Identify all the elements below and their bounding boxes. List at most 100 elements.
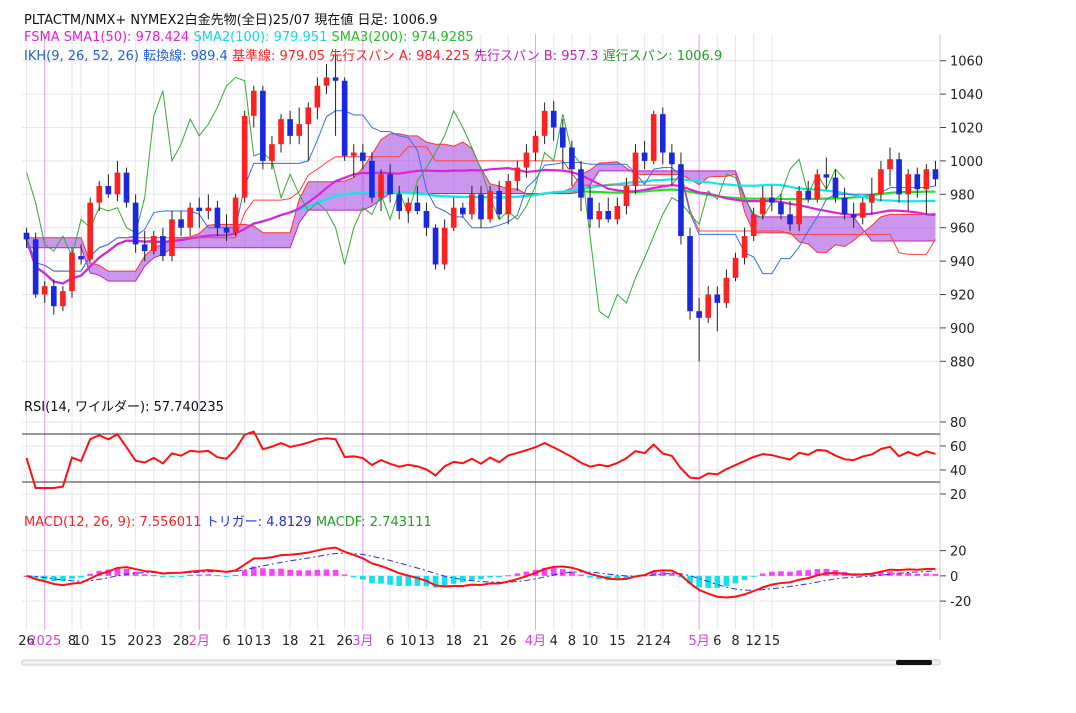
candle-up [796, 190, 802, 225]
macd-histogram-bar [332, 569, 339, 576]
candle-up [741, 236, 748, 258]
price-tick-label: 900 [950, 322, 975, 337]
rsi-tick-label: 20 [950, 488, 967, 503]
macd-histogram-bar [578, 574, 584, 576]
candle-down [141, 244, 148, 252]
candle-down [478, 194, 484, 220]
candle-up [523, 152, 530, 168]
macd-histogram-bar [514, 573, 521, 576]
candle-down [432, 227, 439, 265]
macd-histogram-bar [450, 575, 457, 584]
macd-histogram-bar [523, 571, 530, 576]
macd-histogram-bar [169, 575, 175, 577]
rsi-legend: RSI(14, ワイルダー): 57.740235 [24, 400, 224, 415]
date-tick-label: 10 [400, 634, 417, 649]
macd-histogram-bar [814, 569, 821, 576]
macd-histogram-bar [150, 575, 157, 577]
macd-histogram-bar [260, 568, 266, 576]
macd-histogram-bar [923, 573, 930, 576]
price-tick-label: 1060 [950, 55, 983, 70]
macd-histogram-bar [596, 575, 602, 580]
macd-histogram-bar [60, 575, 66, 581]
grid-layer [22, 34, 941, 640]
candle-down [559, 127, 566, 148]
candle-up [814, 174, 821, 200]
macd-histogram-bar [805, 570, 812, 576]
candle-up [350, 152, 357, 156]
macd-histogram-bar [696, 575, 702, 588]
candle-up [878, 169, 884, 195]
macd-histogram-bar [250, 566, 257, 576]
candle-down [932, 169, 939, 180]
candle-up [541, 110, 548, 136]
macd-histogram-bar [296, 570, 303, 576]
price-tick-label: 960 [950, 222, 975, 237]
cloud-fill [26, 133, 936, 282]
candle-down [223, 227, 230, 233]
sma-legend: FSMA SMA1(50): 978.424 SMA2(100): 979.95… [24, 30, 474, 45]
candle-down [805, 190, 812, 200]
macd-histogram-bar [496, 575, 502, 578]
macd-histogram-bar [559, 569, 566, 576]
candle-down [387, 174, 393, 195]
macd-histogram-bar [50, 575, 57, 582]
candle-down [659, 114, 666, 153]
macd-histogram-bar [441, 575, 448, 587]
candle-down [32, 239, 39, 295]
price-tick-label: 880 [950, 355, 975, 370]
macd-histogram-bar [378, 575, 384, 584]
macd-histogram-bar [387, 575, 393, 585]
date-tick-label: 28 [173, 634, 190, 649]
macd-histogram-bar [878, 572, 884, 576]
macd-histogram-bar [105, 569, 112, 576]
senkou-a-legend: 先行スパン A: 984.225 [329, 49, 470, 64]
date-tick-label: 23 [146, 634, 163, 649]
candle-up [114, 172, 121, 195]
candle-down [714, 294, 721, 303]
date-tick-label: 24 [655, 634, 672, 649]
candle-up [187, 207, 193, 228]
scrollbar-thumb[interactable] [896, 660, 932, 665]
macd-histogram-bar [323, 569, 330, 576]
macd-histogram-bar [396, 575, 403, 587]
date-tick-label: 15 [100, 634, 117, 649]
date-tick-label: 6 [713, 634, 721, 649]
macd-histogram-bar [178, 575, 184, 577]
chart-title: PLTACTM/NMX+ NYMEX2白金先物(全日)25/07 現在値 日足:… [24, 12, 438, 28]
date-tick-label: 10 [73, 634, 90, 649]
candle-down [178, 219, 184, 228]
macd-histogram-bar [650, 572, 657, 576]
date-tick-label: 12 [745, 634, 762, 649]
scrollbar-track[interactable] [21, 659, 941, 666]
senkou-b-legend: 先行スパン B: 957.3 [474, 49, 598, 64]
macd-histogram-bar [478, 575, 484, 580]
macd-histogram-bar [87, 573, 93, 576]
macd-histogram-bar [187, 574, 193, 576]
macd-histogram-bar [369, 575, 375, 583]
candle-down [769, 197, 775, 203]
candle-up [650, 114, 657, 161]
candle-up [69, 252, 75, 292]
candle-up [750, 214, 757, 237]
macd-histogram-bar [32, 575, 39, 579]
candle-up [623, 185, 630, 206]
macd-histogram-bar [469, 575, 475, 580]
candle-down [778, 202, 784, 215]
macd-histogram-bar [269, 568, 275, 576]
candle-up [705, 294, 712, 318]
candle-up [487, 190, 493, 220]
date-tick-label: 21 [636, 634, 653, 649]
candle-down [787, 214, 793, 225]
candle-up [314, 85, 321, 108]
trigger-legend: トリガー: 4.8129 [206, 515, 312, 530]
date-tick-label: 8 [568, 634, 576, 649]
date-tick-label: 4 [550, 634, 558, 649]
candle-down [641, 152, 648, 161]
candle-up [905, 174, 912, 195]
candle-down [396, 194, 403, 211]
candle-up [441, 227, 448, 265]
candle-down [423, 211, 430, 228]
sma1-legend: FSMA SMA1(50): 978.424 [24, 30, 189, 45]
